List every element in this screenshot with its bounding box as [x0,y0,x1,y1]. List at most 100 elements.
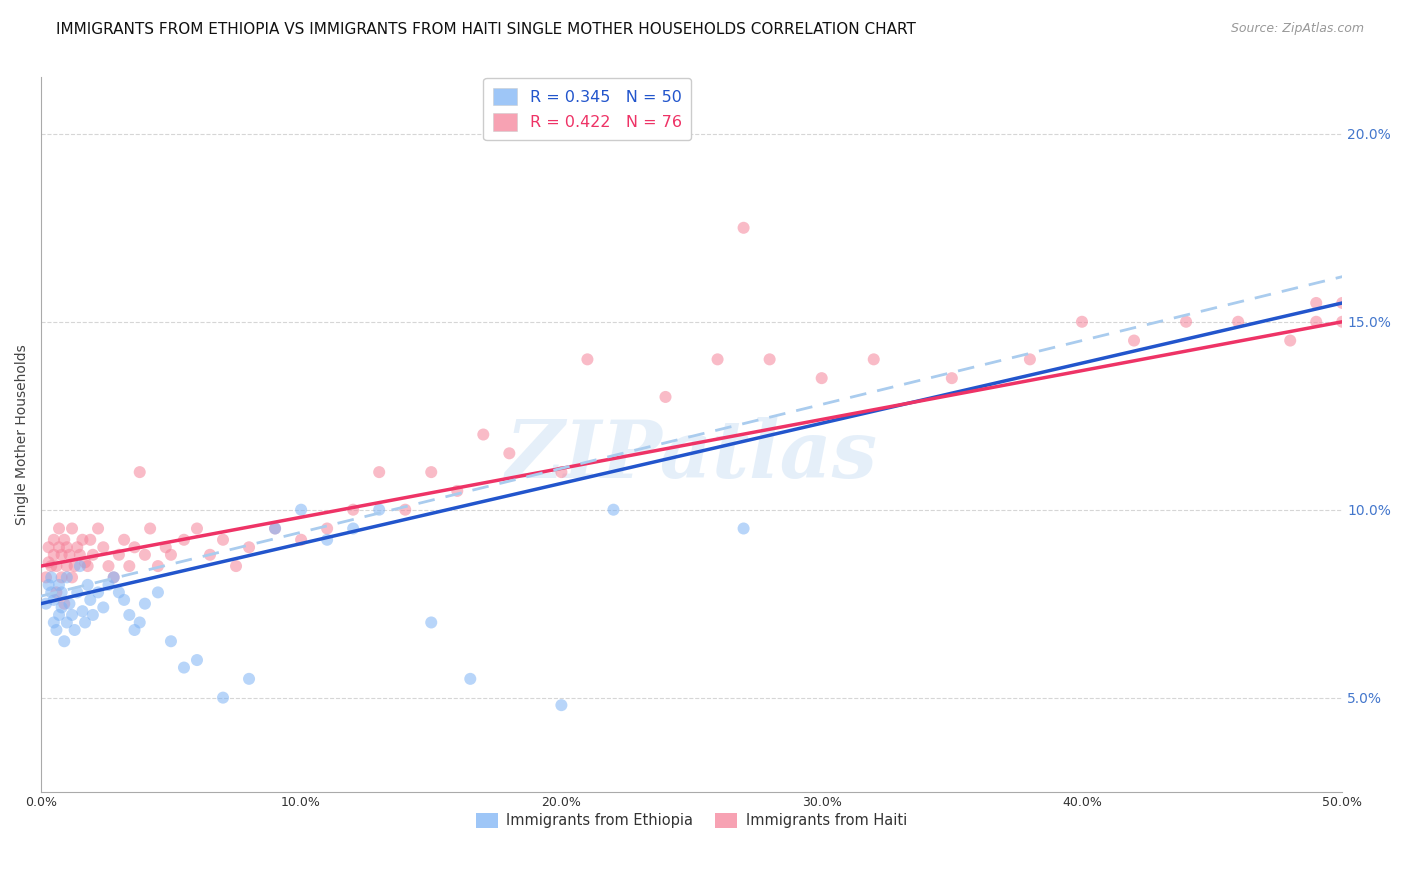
Point [342,521,364,535]
Point [134,548,156,562]
Point [73,615,96,630]
Point [1331,296,1354,310]
Point [1071,315,1094,329]
Point [91,541,114,555]
Point [112,533,135,547]
Point [56,615,79,630]
Point [316,521,339,535]
Point [733,220,755,235]
Point [146,585,169,599]
Point [51,570,73,584]
Point [1305,296,1327,310]
Point [238,541,260,555]
Point [238,672,260,686]
Point [76,559,98,574]
Point [97,559,120,574]
Text: IMMIGRANTS FROM ETHIOPIA VS IMMIGRANTS FROM HAITI SINGLE MOTHER HOUSEHOLDS CORRE: IMMIGRANTS FROM ETHIOPIA VS IMMIGRANTS F… [56,22,917,37]
Point [51,585,73,599]
Text: Source: ZipAtlas.com: Source: ZipAtlas.com [1230,22,1364,36]
Point [66,541,89,555]
Point [48,541,70,555]
Point [79,593,101,607]
Point [38,541,60,555]
Point [35,570,58,584]
Point [39,559,62,574]
Point [212,533,235,547]
Point [45,585,67,599]
Point [1279,334,1302,348]
Point [42,593,65,607]
Point [103,570,125,584]
Point [550,465,572,479]
Point [394,502,416,516]
Point [1175,315,1198,329]
Point [53,634,76,648]
Point [73,555,96,569]
Point [53,533,76,547]
Point [82,607,104,622]
Point [48,607,70,622]
Point [862,352,884,367]
Point [112,593,135,607]
Point [368,465,391,479]
Point [42,615,65,630]
Point [173,533,195,547]
Point [225,559,247,574]
Point [198,548,221,562]
Point [56,559,79,574]
Point [498,446,520,460]
Point [160,548,183,562]
Point [290,533,312,547]
Point [1331,315,1354,329]
Point [42,533,65,547]
Point [60,521,83,535]
Point [72,533,94,547]
Point [87,521,110,535]
Point [38,555,60,569]
Point [420,465,443,479]
Legend: Immigrants from Ethiopia, Immigrants from Haiti: Immigrants from Ethiopia, Immigrants fro… [470,807,912,834]
Point [118,607,141,622]
Point [264,521,287,535]
Point [53,597,76,611]
Point [87,585,110,599]
Point [108,585,131,599]
Point [42,548,65,562]
Point [146,559,169,574]
Point [134,597,156,611]
Point [316,533,339,547]
Point [38,578,60,592]
Point [810,371,832,385]
Point [91,600,114,615]
Point [108,548,131,562]
Point [160,634,183,648]
Point [290,502,312,516]
Point [66,585,89,599]
Point [79,533,101,547]
Point [39,570,62,584]
Point [186,521,208,535]
Point [103,570,125,584]
Point [45,623,67,637]
Point [51,600,73,615]
Point [51,548,73,562]
Point [58,597,80,611]
Point [128,615,150,630]
Point [368,502,391,516]
Point [60,607,83,622]
Point [63,559,86,574]
Text: ZIPatlas: ZIPatlas [506,417,877,495]
Point [155,541,177,555]
Point [758,352,780,367]
Point [58,548,80,562]
Point [1123,334,1146,348]
Point [941,371,963,385]
Point [654,390,676,404]
Point [56,570,79,584]
Point [420,615,443,630]
Point [72,604,94,618]
Point [1305,315,1327,329]
Point [97,578,120,592]
Point [48,521,70,535]
Point [69,548,91,562]
